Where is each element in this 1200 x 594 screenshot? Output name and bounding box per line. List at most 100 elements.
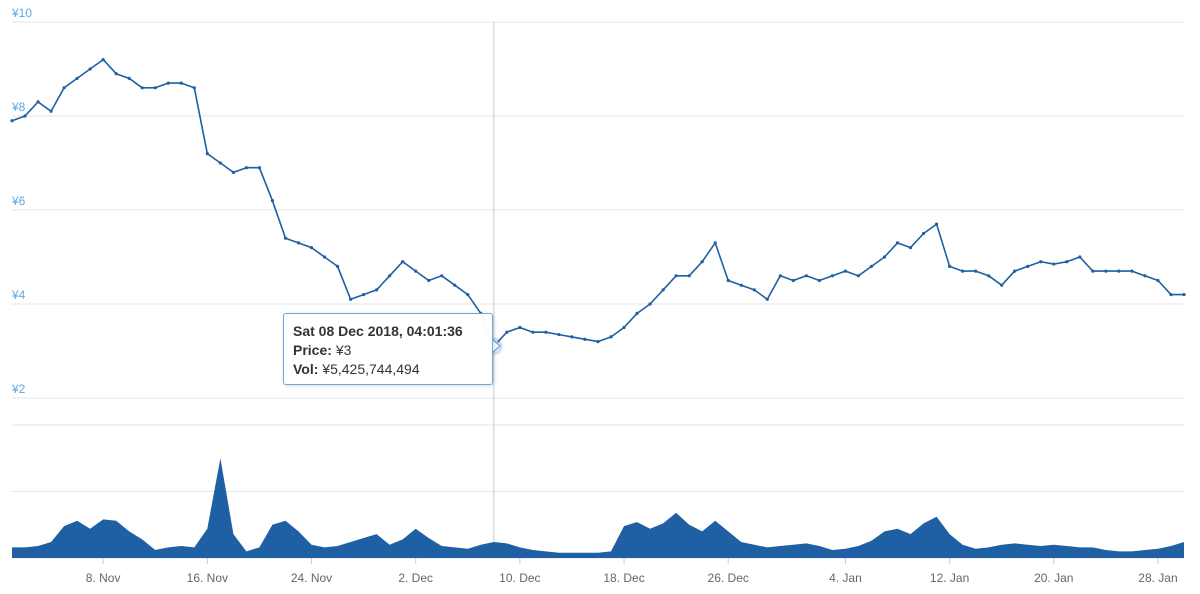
price-point bbox=[257, 166, 262, 170]
price-point bbox=[1130, 269, 1134, 273]
price-point bbox=[1169, 293, 1173, 297]
price-point bbox=[414, 269, 418, 273]
x-tick-label: 10. Dec bbox=[499, 571, 540, 585]
price-point bbox=[388, 274, 392, 278]
price-point bbox=[843, 269, 848, 273]
price-point bbox=[362, 293, 366, 297]
price-point bbox=[1156, 278, 1160, 283]
y-tick-label: ¥6 bbox=[11, 194, 26, 208]
price-point bbox=[153, 86, 157, 90]
price-point bbox=[1013, 269, 1017, 273]
price-point bbox=[270, 199, 275, 203]
price-point bbox=[661, 288, 665, 292]
price-point bbox=[101, 58, 105, 62]
price-point bbox=[140, 86, 144, 90]
price-point bbox=[596, 340, 600, 344]
price-point bbox=[674, 274, 678, 278]
x-tick-label: 12. Jan bbox=[930, 571, 969, 585]
price-point bbox=[23, 114, 27, 118]
price-point bbox=[804, 274, 808, 278]
tooltip-arrow-inner bbox=[490, 338, 499, 354]
price-markers bbox=[10, 58, 1186, 348]
price-point bbox=[687, 274, 691, 278]
tooltip-vol-value: ¥5,425,744,494 bbox=[322, 361, 420, 377]
price-point bbox=[296, 241, 301, 245]
price-point bbox=[166, 81, 170, 85]
price-point bbox=[401, 260, 405, 264]
price-point bbox=[974, 269, 978, 273]
price-point bbox=[856, 274, 861, 278]
price-point bbox=[179, 81, 183, 85]
price-point bbox=[1052, 262, 1056, 266]
price-point bbox=[427, 278, 431, 283]
price-point bbox=[205, 152, 209, 156]
price-point bbox=[88, 67, 92, 71]
price-point bbox=[908, 246, 913, 250]
volume-area bbox=[12, 458, 1184, 558]
price-point bbox=[791, 278, 795, 283]
price-point bbox=[283, 236, 288, 240]
x-tick-label: 18. Dec bbox=[603, 571, 644, 585]
price-point bbox=[622, 325, 626, 330]
price-point bbox=[1117, 269, 1121, 273]
price-point bbox=[192, 86, 196, 90]
price-point bbox=[36, 100, 40, 104]
y-tick-label: ¥2 bbox=[11, 382, 26, 396]
price-point bbox=[127, 76, 131, 80]
price-point bbox=[1065, 260, 1069, 264]
price-gridlines bbox=[12, 21, 1184, 399]
price-point bbox=[505, 330, 509, 334]
price-point bbox=[739, 283, 743, 287]
price-point bbox=[948, 264, 952, 268]
price-line[interactable] bbox=[11, 58, 1184, 348]
price-point bbox=[49, 109, 53, 113]
tooltip-price-row: Price: ¥3 bbox=[293, 341, 483, 360]
tooltip-date: Sat 08 Dec 2018, 04:01:36 bbox=[293, 323, 463, 339]
tooltip-vol-row: Vol: ¥5,425,744,494 bbox=[293, 360, 483, 379]
price-point bbox=[1091, 269, 1095, 273]
price-point bbox=[752, 288, 756, 292]
price-point bbox=[75, 76, 79, 80]
x-tick-label: 8. Nov bbox=[86, 571, 121, 585]
price-point bbox=[557, 332, 561, 337]
tooltip-price-value: ¥3 bbox=[335, 342, 352, 358]
price-point bbox=[453, 283, 457, 287]
tooltip-price-label: Price: bbox=[293, 342, 332, 358]
price-y-axis: ¥10 ¥8 ¥6 ¥4 ¥2 bbox=[11, 6, 32, 396]
price-point bbox=[231, 170, 235, 174]
price-point bbox=[895, 241, 900, 245]
x-tick-label: 16. Nov bbox=[187, 571, 228, 585]
x-tick-label: 24. Nov bbox=[291, 571, 332, 585]
price-point bbox=[1104, 269, 1108, 273]
price-point bbox=[987, 274, 991, 278]
price-point bbox=[62, 86, 66, 90]
price-point bbox=[531, 330, 535, 334]
price-point bbox=[518, 325, 522, 330]
x-tick-label: 20. Jan bbox=[1034, 571, 1073, 585]
price-point bbox=[713, 241, 717, 245]
price-point bbox=[244, 166, 248, 170]
price-point bbox=[882, 255, 887, 259]
price-point bbox=[921, 231, 926, 236]
price-point bbox=[648, 302, 652, 306]
tooltip: Sat 08 Dec 2018, 04:01:36 Price: ¥3 Vol:… bbox=[283, 313, 493, 385]
price-point bbox=[934, 222, 939, 226]
price-point bbox=[583, 337, 587, 341]
price-point bbox=[700, 260, 704, 264]
price-point bbox=[778, 274, 782, 278]
price-point bbox=[322, 255, 327, 259]
price-point bbox=[635, 311, 639, 315]
x-tick-label: 28. Jan bbox=[1138, 571, 1177, 585]
price-point bbox=[348, 297, 353, 301]
price-point bbox=[440, 274, 444, 278]
price-point bbox=[570, 335, 574, 339]
y-tick-label: ¥4 bbox=[11, 288, 26, 302]
volume-gridlines bbox=[12, 424, 1184, 559]
price-point bbox=[10, 119, 14, 123]
y-tick-label: ¥10 bbox=[11, 6, 32, 20]
price-point bbox=[1078, 255, 1082, 259]
price-point bbox=[765, 297, 769, 301]
tooltip-vol-label: Vol: bbox=[293, 361, 319, 377]
price-point bbox=[114, 72, 118, 76]
